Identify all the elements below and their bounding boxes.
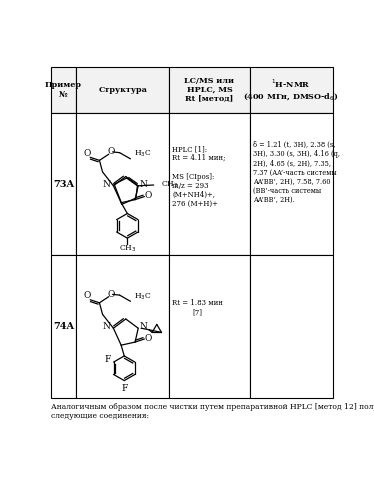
Text: N: N: [140, 180, 148, 189]
Text: O: O: [145, 191, 152, 200]
Text: N: N: [102, 322, 110, 331]
Bar: [76, 255, 169, 398]
Bar: [50, 255, 76, 398]
Text: O: O: [83, 291, 91, 300]
Text: H$_3$C: H$_3$C: [134, 149, 151, 160]
Text: F: F: [104, 355, 110, 364]
Bar: [169, 67, 250, 113]
Text: $^1$H-NMR
(400 МГн, DMSO-d$_6$): $^1$H-NMR (400 МГн, DMSO-d$_6$): [243, 77, 339, 102]
Text: H$_3$C: H$_3$C: [134, 291, 151, 302]
Bar: [169, 113, 250, 255]
Text: 73A: 73A: [53, 180, 74, 189]
Text: N: N: [102, 180, 110, 189]
Text: CH$_3$: CH$_3$: [119, 244, 136, 254]
Bar: [50, 113, 76, 255]
Text: O: O: [107, 147, 115, 156]
Text: O: O: [107, 290, 115, 299]
Text: F: F: [121, 384, 128, 393]
Text: LC/MS или
HPLC, MS
Rt [метод]: LC/MS или HPLC, MS Rt [метод]: [184, 77, 234, 103]
Bar: [250, 67, 333, 113]
Text: Пример
№: Пример №: [45, 81, 82, 98]
Text: CH$_3$: CH$_3$: [162, 180, 179, 190]
Bar: [169, 255, 250, 398]
Text: HPLC [1]:
Rt = 4.11 мин;

MS [CIpos]:
m/z = 293
(M+NH4)+,
276 (M+H)+: HPLC [1]: Rt = 4.11 мин; MS [CIpos]: m/z…: [172, 145, 226, 208]
Text: Структура: Структура: [98, 86, 147, 94]
Bar: [50, 67, 76, 113]
Text: Аналогичным образом после чистки путем препаративной HPLC [метод 12] получают
сл: Аналогичным образом после чистки путем п…: [50, 403, 374, 420]
Text: O: O: [145, 334, 152, 343]
Bar: [250, 113, 333, 255]
Text: Rt = 1.83 мин
[7]: Rt = 1.83 мин [7]: [172, 299, 223, 316]
Text: O: O: [83, 149, 91, 158]
Bar: [250, 255, 333, 398]
Text: 74A: 74A: [53, 322, 74, 331]
Text: δ = 1.21 (t, 3H), 2.38 (s,
3H), 3.30 (s, 3H), 4.16 (q,
2H), 4.65 (s, 2H), 7.35,
: δ = 1.21 (t, 3H), 2.38 (s, 3H), 3.30 (s,…: [253, 141, 340, 204]
Bar: [76, 113, 169, 255]
Bar: [76, 67, 169, 113]
Text: N: N: [140, 322, 148, 331]
